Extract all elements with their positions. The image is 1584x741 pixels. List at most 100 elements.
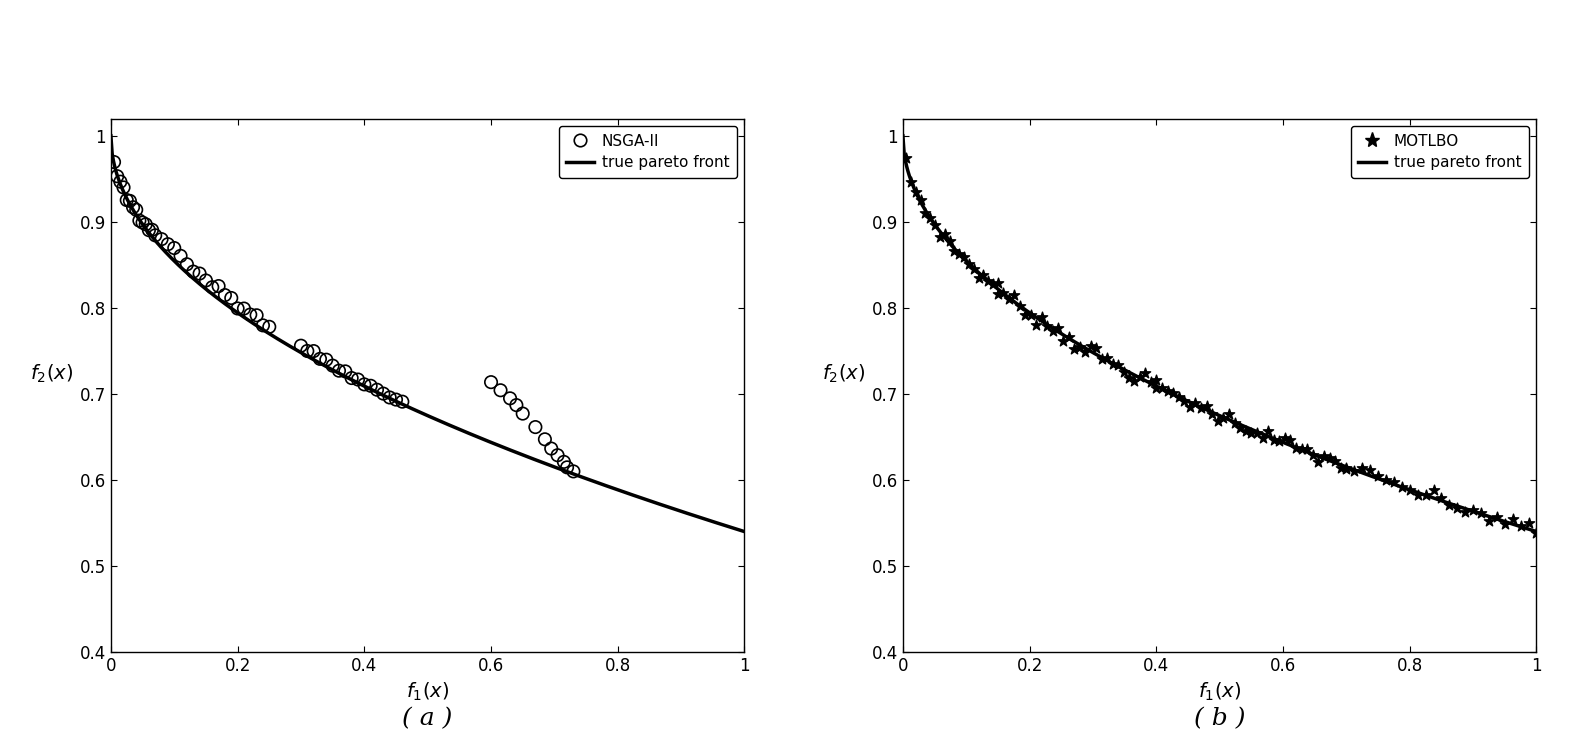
Point: [936, 235, 961, 247]
Point: [903, 186, 928, 198]
Point: [1155, 385, 1180, 397]
Point: [295, 345, 320, 357]
Point: [1413, 490, 1438, 502]
Point: [898, 176, 923, 187]
Point: [1500, 514, 1525, 525]
Point: [961, 263, 987, 275]
Y-axis label: $f_2(x)$: $f_2(x)$: [822, 363, 865, 385]
Point: [1381, 476, 1407, 488]
Point: [358, 380, 383, 392]
Point: [383, 393, 409, 405]
Point: [1421, 485, 1446, 496]
Point: [1128, 370, 1153, 382]
Point: [1437, 499, 1462, 511]
Point: [105, 170, 130, 182]
Point: [333, 365, 358, 377]
Point: [314, 353, 339, 365]
Point: [1183, 397, 1209, 409]
Point: [1090, 353, 1115, 365]
Point: [1342, 465, 1367, 477]
Point: [1012, 309, 1038, 321]
Point: [117, 195, 143, 207]
Point: [971, 269, 996, 281]
Point: [1150, 382, 1175, 394]
Point: [966, 272, 992, 284]
Point: [133, 219, 158, 230]
Point: [1072, 346, 1098, 358]
Point: [1334, 462, 1359, 473]
Point: [1294, 444, 1319, 456]
Point: [1350, 462, 1375, 474]
Point: [377, 391, 402, 403]
Point: [1019, 309, 1044, 321]
Point: [130, 216, 155, 228]
Point: [1365, 471, 1391, 482]
Point: [990, 287, 1015, 299]
Point: [976, 275, 1001, 287]
Point: [1492, 518, 1517, 530]
Point: [1397, 484, 1422, 496]
Point: [1305, 456, 1331, 468]
Point: [352, 379, 377, 391]
Point: [1079, 340, 1104, 352]
Point: [288, 340, 314, 352]
Point: [1194, 400, 1220, 412]
Point: [1334, 463, 1359, 475]
Point: [1110, 366, 1136, 378]
Point: [1001, 289, 1026, 301]
Point: [1083, 342, 1109, 354]
Point: [1133, 367, 1158, 379]
Point: [339, 372, 364, 384]
Point: [497, 393, 523, 405]
Point: [114, 194, 139, 206]
Point: [162, 242, 187, 254]
X-axis label: $f_1(x)$: $f_1(x)$: [1198, 680, 1242, 702]
Point: [1057, 330, 1082, 342]
Text: ( b ): ( b ): [1194, 707, 1245, 731]
Point: [206, 280, 231, 292]
Point: [136, 225, 162, 236]
Point: [1232, 425, 1258, 437]
Point: [1429, 492, 1454, 504]
Point: [545, 449, 570, 461]
Point: [127, 215, 152, 227]
Point: [952, 251, 977, 263]
Point: [174, 259, 200, 270]
Point: [523, 421, 548, 433]
Point: [1357, 465, 1383, 476]
Point: [1460, 504, 1486, 516]
Point: [124, 204, 149, 216]
Point: [111, 182, 136, 193]
Point: [1039, 325, 1064, 336]
Point: [238, 308, 263, 320]
Point: [947, 248, 973, 260]
Point: [390, 396, 415, 408]
Point: [985, 288, 1011, 300]
Point: [931, 228, 957, 240]
Point: [301, 345, 326, 357]
Point: [1239, 427, 1264, 439]
Legend: NSGA-II, true pareto front: NSGA-II, true pareto front: [559, 126, 737, 178]
Point: [1272, 432, 1297, 444]
Point: [927, 231, 952, 243]
Point: [181, 266, 206, 278]
Point: [1476, 516, 1502, 528]
Point: [478, 376, 504, 388]
Point: [1034, 320, 1060, 332]
Point: [168, 250, 193, 262]
Point: [193, 275, 219, 287]
Point: [326, 365, 352, 376]
Point: [364, 384, 390, 396]
Point: [1045, 322, 1071, 334]
Point: [488, 385, 513, 396]
Point: [1166, 391, 1191, 403]
Point: [908, 195, 933, 207]
Point: [1453, 505, 1478, 517]
Point: [1106, 359, 1131, 370]
Point: [1389, 481, 1415, 493]
Point: [510, 408, 535, 419]
Point: [1221, 418, 1247, 430]
Point: [1121, 376, 1147, 388]
Point: [1205, 416, 1231, 428]
Point: [1210, 412, 1236, 424]
